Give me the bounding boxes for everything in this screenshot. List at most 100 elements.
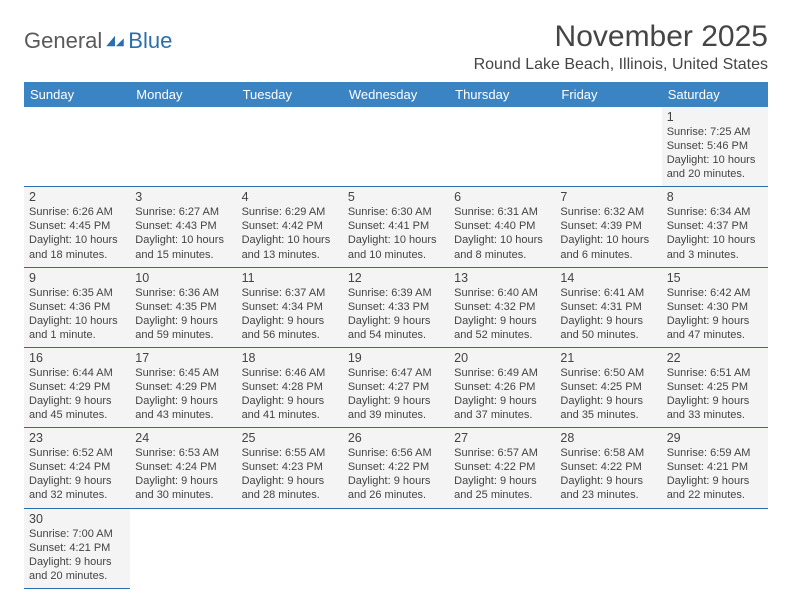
logo: General Blue — [24, 28, 172, 54]
day-cell-28: 28Sunrise: 6:58 AMSunset: 4:22 PMDayligh… — [555, 428, 661, 508]
empty-cell — [24, 107, 130, 187]
day-number: 3 — [135, 190, 231, 204]
day-number: 11 — [242, 271, 338, 285]
day-number: 24 — [135, 431, 231, 445]
day-number: 27 — [454, 431, 550, 445]
weekday-friday: Friday — [555, 82, 661, 107]
day-number: 13 — [454, 271, 550, 285]
day-detail: Sunrise: 6:31 AMSunset: 4:40 PMDaylight:… — [454, 205, 550, 261]
calendar-body: 1Sunrise: 7:25 AMSunset: 5:46 PMDaylight… — [24, 107, 768, 588]
day-cell-8: 8Sunrise: 6:34 AMSunset: 4:37 PMDaylight… — [662, 187, 768, 267]
day-number: 15 — [667, 271, 763, 285]
day-cell-7: 7Sunrise: 6:32 AMSunset: 4:39 PMDaylight… — [555, 187, 661, 267]
day-number: 9 — [29, 271, 125, 285]
weekday-thursday: Thursday — [449, 82, 555, 107]
day-detail: Sunrise: 6:26 AMSunset: 4:45 PMDaylight:… — [29, 205, 125, 261]
day-cell-2: 2Sunrise: 6:26 AMSunset: 4:45 PMDaylight… — [24, 187, 130, 267]
day-number: 17 — [135, 351, 231, 365]
day-detail: Sunrise: 7:00 AMSunset: 4:21 PMDaylight:… — [29, 527, 125, 583]
day-detail: Sunrise: 6:29 AMSunset: 4:42 PMDaylight:… — [242, 205, 338, 261]
location: Round Lake Beach, Illinois, United State… — [474, 56, 768, 74]
day-number: 29 — [667, 431, 763, 445]
empty-cell — [130, 107, 236, 187]
day-detail: Sunrise: 7:25 AMSunset: 5:46 PMDaylight:… — [667, 125, 763, 181]
day-detail: Sunrise: 6:57 AMSunset: 4:22 PMDaylight:… — [454, 446, 550, 502]
day-detail: Sunrise: 6:52 AMSunset: 4:24 PMDaylight:… — [29, 446, 125, 502]
day-number: 1 — [667, 110, 763, 124]
month-title: November 2025 — [474, 20, 768, 54]
day-cell-24: 24Sunrise: 6:53 AMSunset: 4:24 PMDayligh… — [130, 428, 236, 508]
calendar-row: 1Sunrise: 7:25 AMSunset: 5:46 PMDaylight… — [24, 107, 768, 187]
day-number: 8 — [667, 190, 763, 204]
weekday-tuesday: Tuesday — [237, 82, 343, 107]
day-detail: Sunrise: 6:51 AMSunset: 4:25 PMDaylight:… — [667, 366, 763, 422]
day-number: 14 — [560, 271, 656, 285]
calendar-row: 16Sunrise: 6:44 AMSunset: 4:29 PMDayligh… — [24, 347, 768, 427]
empty-cell — [343, 107, 449, 187]
day-number: 7 — [560, 190, 656, 204]
weekday-saturday: Saturday — [662, 82, 768, 107]
title-block: November 2025 Round Lake Beach, Illinois… — [474, 20, 768, 74]
calendar-row: 2Sunrise: 6:26 AMSunset: 4:45 PMDaylight… — [24, 187, 768, 267]
header: General Blue November 2025 Round Lake Be… — [24, 20, 768, 74]
logo-text-general: General — [24, 28, 102, 54]
day-number: 16 — [29, 351, 125, 365]
day-number: 18 — [242, 351, 338, 365]
day-cell-30: 30Sunrise: 7:00 AMSunset: 4:21 PMDayligh… — [24, 508, 130, 588]
day-detail: Sunrise: 6:58 AMSunset: 4:22 PMDaylight:… — [560, 446, 656, 502]
weekday-header-row: Sunday Monday Tuesday Wednesday Thursday… — [24, 82, 768, 107]
weekday-sunday: Sunday — [24, 82, 130, 107]
day-cell-29: 29Sunrise: 6:59 AMSunset: 4:21 PMDayligh… — [662, 428, 768, 508]
sail-icon — [104, 34, 126, 48]
day-detail: Sunrise: 6:53 AMSunset: 4:24 PMDaylight:… — [135, 446, 231, 502]
empty-cell — [237, 107, 343, 187]
day-number: 20 — [454, 351, 550, 365]
day-cell-10: 10Sunrise: 6:36 AMSunset: 4:35 PMDayligh… — [130, 267, 236, 347]
empty-cell — [449, 107, 555, 187]
day-cell-14: 14Sunrise: 6:41 AMSunset: 4:31 PMDayligh… — [555, 267, 661, 347]
day-detail: Sunrise: 6:34 AMSunset: 4:37 PMDaylight:… — [667, 205, 763, 261]
day-cell-16: 16Sunrise: 6:44 AMSunset: 4:29 PMDayligh… — [24, 347, 130, 427]
weekday-monday: Monday — [130, 82, 236, 107]
day-detail: Sunrise: 6:40 AMSunset: 4:32 PMDaylight:… — [454, 286, 550, 342]
day-detail: Sunrise: 6:46 AMSunset: 4:28 PMDaylight:… — [242, 366, 338, 422]
day-detail: Sunrise: 6:41 AMSunset: 4:31 PMDaylight:… — [560, 286, 656, 342]
day-number: 2 — [29, 190, 125, 204]
day-cell-6: 6Sunrise: 6:31 AMSunset: 4:40 PMDaylight… — [449, 187, 555, 267]
calendar-row: 30Sunrise: 7:00 AMSunset: 4:21 PMDayligh… — [24, 508, 768, 588]
day-number: 23 — [29, 431, 125, 445]
day-cell-12: 12Sunrise: 6:39 AMSunset: 4:33 PMDayligh… — [343, 267, 449, 347]
day-cell-4: 4Sunrise: 6:29 AMSunset: 4:42 PMDaylight… — [237, 187, 343, 267]
day-cell-9: 9Sunrise: 6:35 AMSunset: 4:36 PMDaylight… — [24, 267, 130, 347]
empty-cell — [662, 508, 768, 588]
day-number: 4 — [242, 190, 338, 204]
day-detail: Sunrise: 6:55 AMSunset: 4:23 PMDaylight:… — [242, 446, 338, 502]
day-cell-11: 11Sunrise: 6:37 AMSunset: 4:34 PMDayligh… — [237, 267, 343, 347]
day-detail: Sunrise: 6:59 AMSunset: 4:21 PMDaylight:… — [667, 446, 763, 502]
empty-cell — [237, 508, 343, 588]
day-detail: Sunrise: 6:44 AMSunset: 4:29 PMDaylight:… — [29, 366, 125, 422]
day-cell-3: 3Sunrise: 6:27 AMSunset: 4:43 PMDaylight… — [130, 187, 236, 267]
day-cell-5: 5Sunrise: 6:30 AMSunset: 4:41 PMDaylight… — [343, 187, 449, 267]
day-detail: Sunrise: 6:35 AMSunset: 4:36 PMDaylight:… — [29, 286, 125, 342]
day-cell-25: 25Sunrise: 6:55 AMSunset: 4:23 PMDayligh… — [237, 428, 343, 508]
day-number: 25 — [242, 431, 338, 445]
calendar-row: 9Sunrise: 6:35 AMSunset: 4:36 PMDaylight… — [24, 267, 768, 347]
day-cell-27: 27Sunrise: 6:57 AMSunset: 4:22 PMDayligh… — [449, 428, 555, 508]
day-number: 12 — [348, 271, 444, 285]
day-cell-23: 23Sunrise: 6:52 AMSunset: 4:24 PMDayligh… — [24, 428, 130, 508]
logo-text-blue: Blue — [128, 28, 172, 54]
day-cell-18: 18Sunrise: 6:46 AMSunset: 4:28 PMDayligh… — [237, 347, 343, 427]
day-detail: Sunrise: 6:27 AMSunset: 4:43 PMDaylight:… — [135, 205, 231, 261]
day-detail: Sunrise: 6:45 AMSunset: 4:29 PMDaylight:… — [135, 366, 231, 422]
day-number: 21 — [560, 351, 656, 365]
day-detail: Sunrise: 6:50 AMSunset: 4:25 PMDaylight:… — [560, 366, 656, 422]
day-cell-15: 15Sunrise: 6:42 AMSunset: 4:30 PMDayligh… — [662, 267, 768, 347]
day-detail: Sunrise: 6:56 AMSunset: 4:22 PMDaylight:… — [348, 446, 444, 502]
calendar-table: Sunday Monday Tuesday Wednesday Thursday… — [24, 82, 768, 589]
day-number: 30 — [29, 512, 125, 526]
day-cell-26: 26Sunrise: 6:56 AMSunset: 4:22 PMDayligh… — [343, 428, 449, 508]
calendar-page: General Blue November 2025 Round Lake Be… — [0, 0, 792, 609]
day-number: 22 — [667, 351, 763, 365]
weekday-wednesday: Wednesday — [343, 82, 449, 107]
